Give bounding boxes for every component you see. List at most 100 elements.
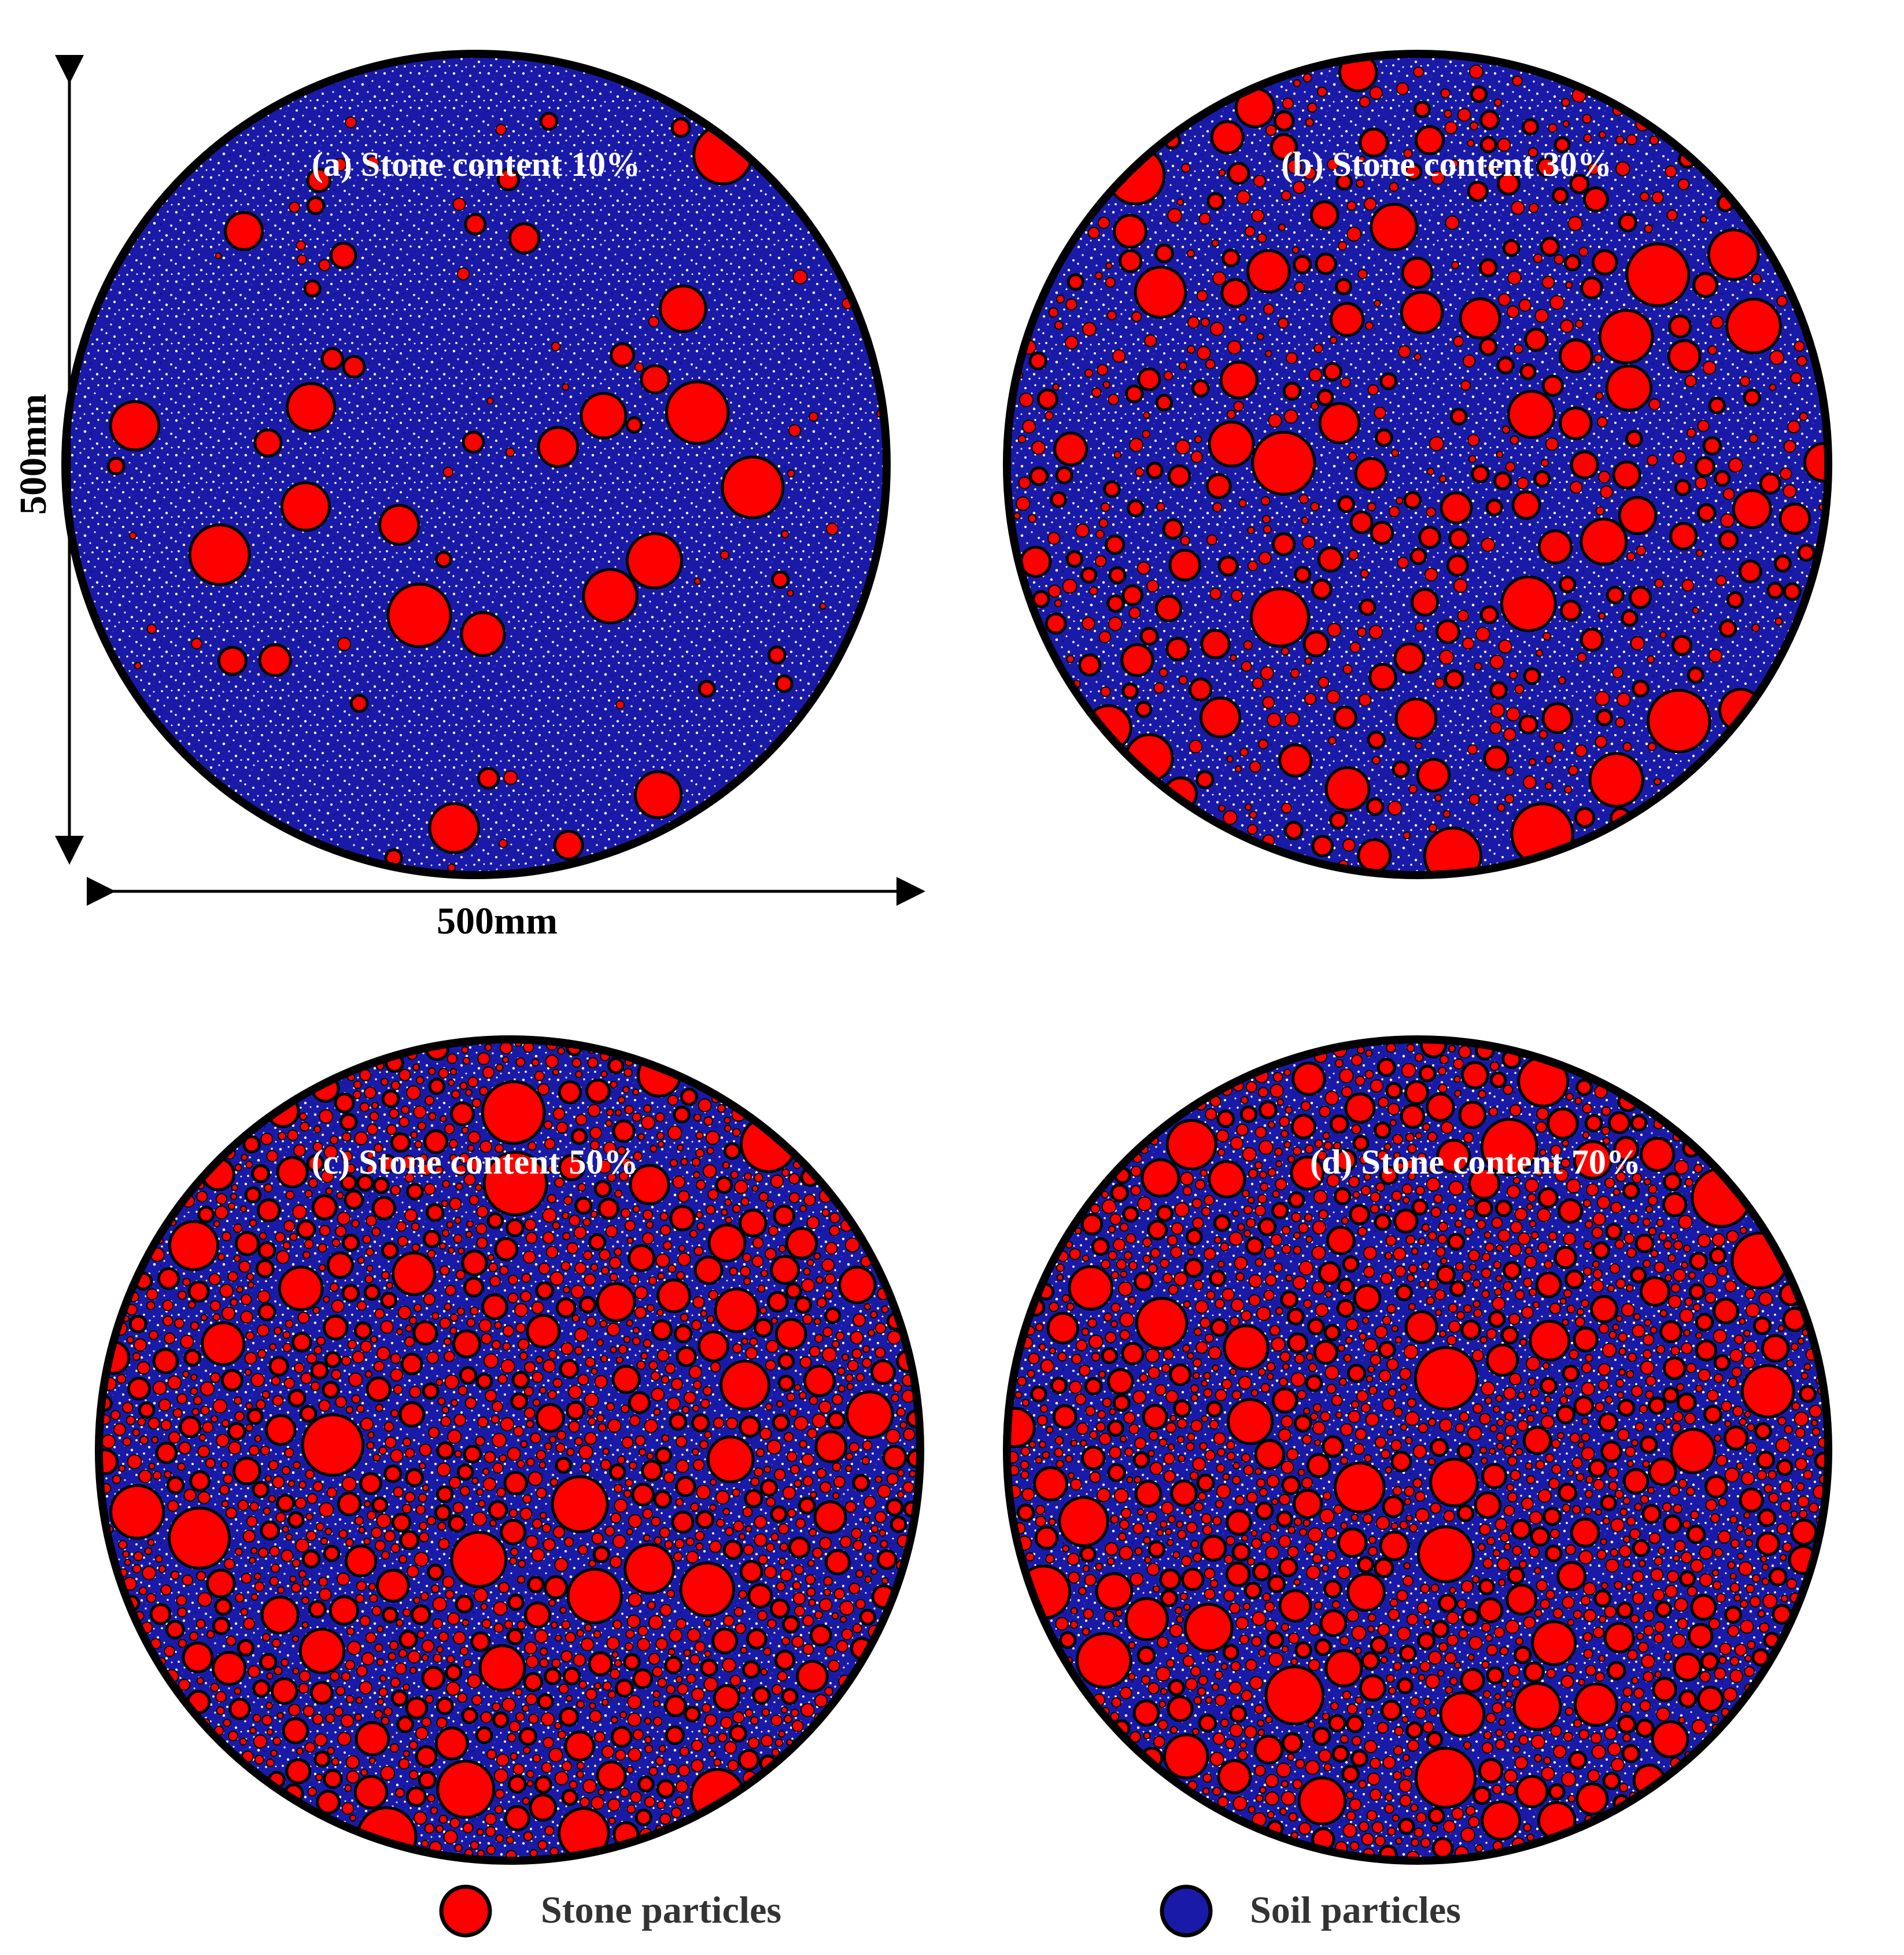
stone-particle	[1248, 1806, 1256, 1814]
stone-particle	[1291, 1212, 1301, 1223]
stone-particle	[245, 1423, 254, 1432]
stone-particle	[1595, 1401, 1605, 1412]
stone-particle	[1279, 1493, 1290, 1506]
stone-particle	[1329, 302, 1365, 337]
stone-particle	[1505, 1620, 1520, 1634]
stone-particle	[651, 1516, 661, 1527]
stone-particle	[1161, 1502, 1174, 1515]
stone-particle	[812, 1547, 823, 1559]
stone-particle	[1293, 1414, 1312, 1433]
stone-particle	[475, 1183, 482, 1192]
stone-particle	[1282, 382, 1302, 401]
stone-particle	[1137, 561, 1150, 575]
stone-particle	[1481, 1660, 1490, 1669]
stone-particle	[537, 1083, 550, 1095]
stone-particle	[1558, 1198, 1583, 1224]
stone-particle	[471, 1695, 483, 1706]
stone-particle	[1783, 484, 1797, 499]
stone-particle	[1644, 1319, 1652, 1327]
stone-particle	[190, 1387, 198, 1396]
stone-particle	[647, 1601, 656, 1610]
stone-particle	[1017, 1376, 1027, 1386]
stone-particle	[1471, 1575, 1480, 1584]
stone-particle	[1662, 1386, 1679, 1404]
stone-particle	[596, 1339, 604, 1347]
stone-particle	[832, 1462, 842, 1472]
stone-particle	[298, 1570, 307, 1578]
stone-particle	[296, 1219, 316, 1240]
stone-particle	[118, 1540, 128, 1550]
stone-particle	[763, 1647, 772, 1656]
stone-particle	[657, 1677, 667, 1688]
stone-particle	[1448, 1181, 1464, 1196]
stone-particle	[814, 1430, 848, 1463]
stone-particle	[1319, 1609, 1348, 1637]
stone-particle	[367, 1510, 377, 1521]
stone-particle	[753, 1318, 773, 1338]
stone-particle	[1163, 1349, 1174, 1360]
stone-particle	[305, 1469, 315, 1480]
stone-particle	[1514, 684, 1525, 695]
stone-particle	[1481, 1800, 1521, 1841]
stone-particle	[1386, 1304, 1396, 1314]
stone-particle	[331, 1299, 345, 1313]
stone-particle	[261, 1714, 273, 1726]
stone-particle	[1566, 1663, 1576, 1674]
stone-particle	[755, 1448, 765, 1458]
stone-particle	[1560, 1158, 1571, 1168]
stone-particle	[667, 1264, 677, 1273]
stone-particle	[881, 1305, 889, 1314]
stone-particle	[1310, 401, 1319, 411]
stone-particle	[1536, 649, 1544, 657]
stone-particle	[1563, 1232, 1576, 1246]
stone-particle	[1108, 1251, 1117, 1260]
stone-particle	[1598, 612, 1606, 620]
stone-particle	[628, 1244, 656, 1272]
stone-particle	[1602, 1517, 1610, 1525]
stone-particle	[1461, 1061, 1489, 1090]
stone-particle	[594, 1375, 608, 1389]
stone-particle	[581, 1637, 595, 1651]
stone-particle	[1641, 1654, 1655, 1669]
stone-particle	[1158, 667, 1168, 677]
stone-particle	[1710, 1714, 1719, 1723]
stone-particle	[230, 1298, 238, 1307]
stone-particle	[411, 1222, 420, 1231]
stone-particle	[1313, 344, 1323, 353]
stone-particle	[264, 1475, 272, 1482]
stone-particle	[1016, 496, 1031, 511]
stone-particle	[413, 1596, 420, 1604]
stone-particle	[1477, 1543, 1486, 1552]
stone-particle	[1414, 1827, 1424, 1838]
stone-particle	[486, 1749, 497, 1760]
stone-particle	[445, 1589, 455, 1599]
stone-particle	[312, 1141, 323, 1152]
stone-particle	[1254, 1258, 1264, 1267]
stone-particle	[1255, 1502, 1274, 1521]
stone-particle	[1790, 1518, 1817, 1546]
stone-particle	[475, 1373, 493, 1390]
panel-c-title: (c) Stone content 50%	[311, 1143, 639, 1181]
stone-particle	[1287, 159, 1302, 175]
stone-particle	[1371, 756, 1381, 765]
stone-particle	[1300, 1101, 1311, 1111]
stone-particle	[632, 1327, 640, 1334]
stone-particle	[1274, 1148, 1283, 1156]
stone-particle	[1649, 135, 1659, 145]
stone-particle	[1243, 640, 1253, 650]
stone-particle	[1334, 1461, 1386, 1514]
stone-particle	[1319, 1508, 1335, 1524]
stone-particle	[1089, 1471, 1101, 1483]
stone-particle	[1018, 476, 1031, 489]
stone-particle	[1613, 1188, 1621, 1196]
stone-particle	[534, 1071, 545, 1082]
stone-particle	[295, 1538, 309, 1553]
stone-particle	[331, 1238, 341, 1248]
stone-particle	[1308, 1659, 1320, 1672]
stone-particle	[334, 1706, 344, 1717]
stone-particle	[1506, 1584, 1538, 1615]
stone-particle	[1027, 1370, 1035, 1378]
stone-particle	[1486, 1666, 1504, 1685]
stone-particle	[693, 1246, 704, 1256]
stone-particle	[861, 1456, 870, 1465]
